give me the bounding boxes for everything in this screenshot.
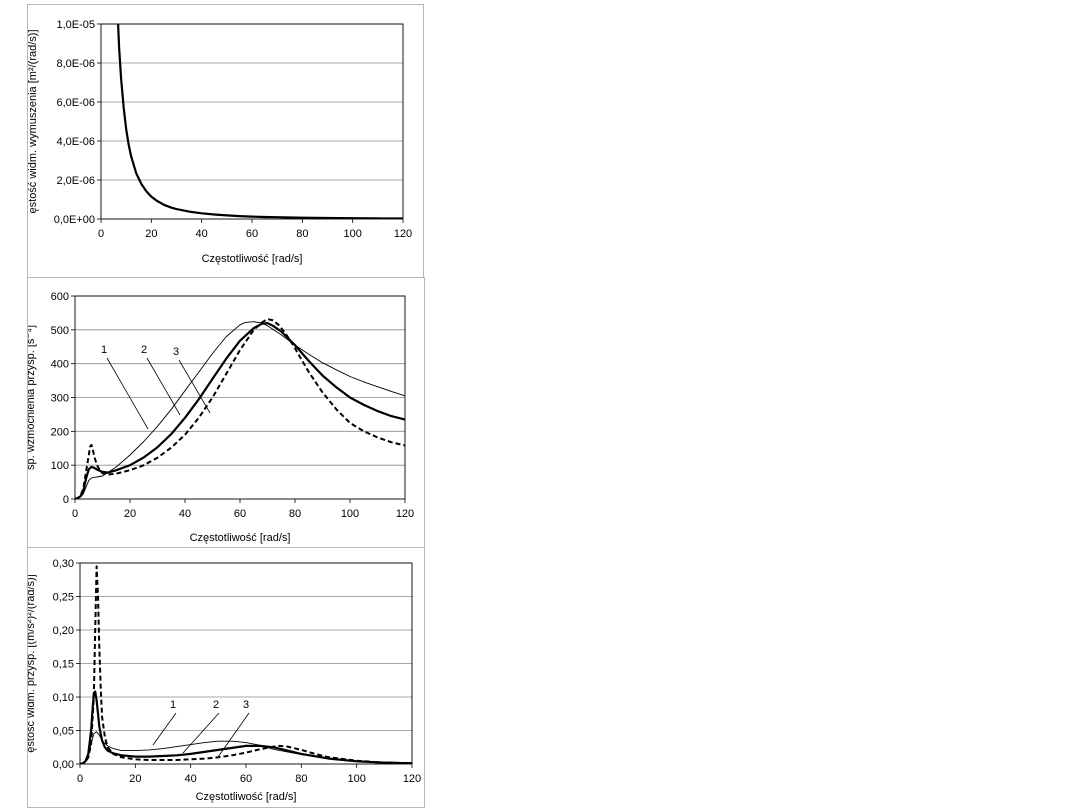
- x-tick-label: 40: [185, 773, 197, 785]
- x-tick-label: 0: [98, 228, 104, 240]
- y-tick-label: 0,15: [53, 659, 74, 671]
- y-tick-label: 1,0E-05: [56, 19, 95, 31]
- series-line-1: [117, 23, 403, 219]
- chart-svg-acceleration-gain: 0 100 200 300 400 500 600 0 20 40 60 80 100 120 Często…: [28, 291, 414, 544]
- y-tick-label: 2,0E-06: [56, 175, 95, 187]
- y-tick-label: 200: [51, 426, 69, 438]
- chart-panel-excitation-psd: 0,0E+00 2,0E-06 4,0E-06 6,0E-06 8,0E-06 1,0E-…: [27, 4, 424, 278]
- y-tick-label: 0,0E+00: [54, 214, 95, 226]
- chart-panel-acceleration-gain: 0 100 200 300 400 500 600 0 20 40 60 80 100 120 Często…: [27, 277, 425, 549]
- x-tick-label: 0: [72, 508, 78, 520]
- series-line-3: [80, 565, 412, 764]
- y-axis-title: sp. wzmocnienia przysp. [s⁻⁴]: [28, 325, 37, 470]
- series-line-2: [75, 321, 405, 499]
- series-line-3: [75, 318, 405, 499]
- annotation-label: 2: [141, 344, 147, 356]
- x-tick-label: 80: [296, 228, 308, 240]
- x-axis-title: Częstotliwość [rad/s]: [202, 253, 303, 265]
- annotation-leader: [106, 357, 149, 430]
- y-tick-label: 4,0E-06: [56, 136, 95, 148]
- x-tick-label: 60: [240, 773, 252, 785]
- annotation-label: 2: [213, 699, 219, 711]
- y-tick-label: 0,20: [53, 625, 74, 637]
- x-tick-label: 80: [289, 508, 301, 520]
- y-tick-label: 0,10: [53, 692, 74, 704]
- annotation-leader: [217, 712, 250, 758]
- x-tick-label: 120: [396, 508, 414, 520]
- annotation-leader: [152, 712, 177, 746]
- annotation-label: 3: [243, 699, 249, 711]
- x-tick-label: 0: [77, 773, 83, 785]
- y-tick-label: 400: [51, 359, 69, 371]
- x-tick-label: 100: [343, 228, 361, 240]
- x-tick-label: 120: [403, 773, 421, 785]
- x-axis-title: Częstotliwość [rad/s]: [196, 791, 297, 803]
- y-tick-label: 0,00: [53, 759, 74, 771]
- x-tick-label: 60: [234, 508, 246, 520]
- annotation-leader: [146, 357, 181, 416]
- chart-svg-acceleration-psd: 0,00 0,05 0,10 0,15 0,20 0,25 0,30 0 20 40 60 80 100…: [28, 558, 421, 803]
- y-tick-label: 0,30: [53, 558, 74, 570]
- x-tick-label: 40: [179, 508, 191, 520]
- y-tick-label: 600: [51, 291, 69, 303]
- x-tick-label: 20: [129, 773, 141, 785]
- x-axis-title: Częstotliwość [rad/s]: [190, 532, 291, 544]
- chart-panel-acceleration-psd: 0,00 0,05 0,10 0,15 0,20 0,25 0,30 0 20 40 60 80 100…: [27, 547, 425, 808]
- chart-svg-excitation-psd: 0,0E+00 2,0E-06 4,0E-06 6,0E-06 8,0E-06 1,0E-…: [28, 19, 412, 265]
- x-tick-label: 20: [124, 508, 136, 520]
- y-axis-title: ęstość widm. przysp. [(m/s²)²/(rad/s)]: [28, 574, 37, 752]
- annotation-label: 1: [101, 344, 107, 356]
- y-tick-label: 0,25: [53, 592, 74, 604]
- x-tick-label: 100: [341, 508, 359, 520]
- x-tick-label: 20: [145, 228, 157, 240]
- y-tick-label: 0: [63, 494, 69, 506]
- x-tick-label: 120: [394, 228, 412, 240]
- y-tick-label: 500: [51, 325, 69, 337]
- y-tick-label: 0,05: [53, 726, 74, 738]
- y-tick-label: 8,0E-06: [56, 58, 95, 70]
- annotation-label: 1: [170, 699, 176, 711]
- y-tick-label: 300: [51, 393, 69, 405]
- x-tick-label: 100: [347, 773, 365, 785]
- x-tick-label: 80: [295, 773, 307, 785]
- x-tick-label: 40: [196, 228, 208, 240]
- series-line-1: [75, 321, 405, 499]
- y-tick-label: 100: [51, 460, 69, 472]
- y-tick-label: 6,0E-06: [56, 97, 95, 109]
- annotation-label: 3: [173, 346, 179, 358]
- annotation-leader: [182, 712, 220, 754]
- x-tick-label: 60: [246, 228, 258, 240]
- y-axis-title: ęstość widm. wymuszenia [m²/(rad/s)]: [28, 30, 39, 214]
- annotation-leader: [178, 359, 211, 414]
